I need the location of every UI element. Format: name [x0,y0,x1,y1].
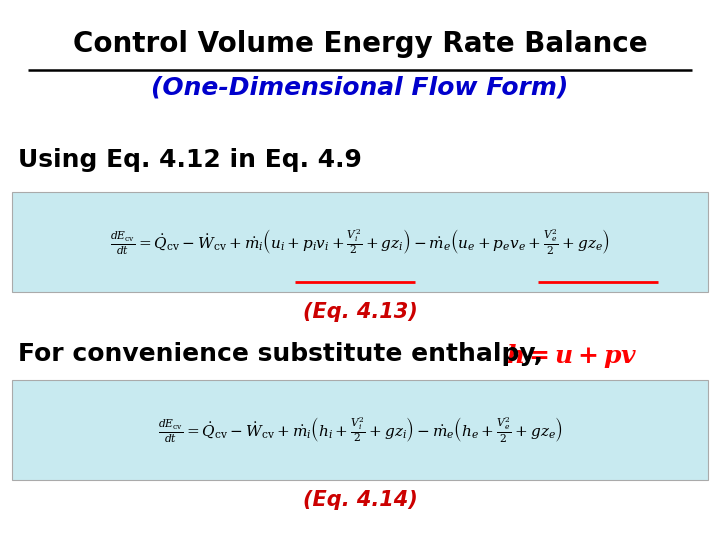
FancyBboxPatch shape [12,380,708,480]
Text: $\frac{dE_{\mathrm{cv}}}{dt} = \dot{Q}_{\mathrm{cv}} - \dot{W}_{\mathrm{cv}} + \: $\frac{dE_{\mathrm{cv}}}{dt} = \dot{Q}_{… [158,415,562,444]
Text: (One-Dimensional Flow Form): (One-Dimensional Flow Form) [151,75,569,99]
Text: For convenience substitute enthalpy,: For convenience substitute enthalpy, [18,342,560,366]
Text: (Eq. 4.14): (Eq. 4.14) [302,490,418,510]
Text: Using Eq. 4.12 in Eq. 4.9: Using Eq. 4.12 in Eq. 4.9 [18,148,362,172]
Text: $\bfit{h = u + pv}$: $\bfit{h = u + pv}$ [506,342,637,370]
Text: Control Volume Energy Rate Balance: Control Volume Energy Rate Balance [73,30,647,58]
FancyBboxPatch shape [12,192,708,292]
Text: $\frac{dE_{\mathrm{cv}}}{dt} = \dot{Q}_{\mathrm{cv}} - \dot{W}_{\mathrm{cv}} + \: $\frac{dE_{\mathrm{cv}}}{dt} = \dot{Q}_{… [110,227,610,256]
Text: (Eq. 4.13): (Eq. 4.13) [302,302,418,322]
